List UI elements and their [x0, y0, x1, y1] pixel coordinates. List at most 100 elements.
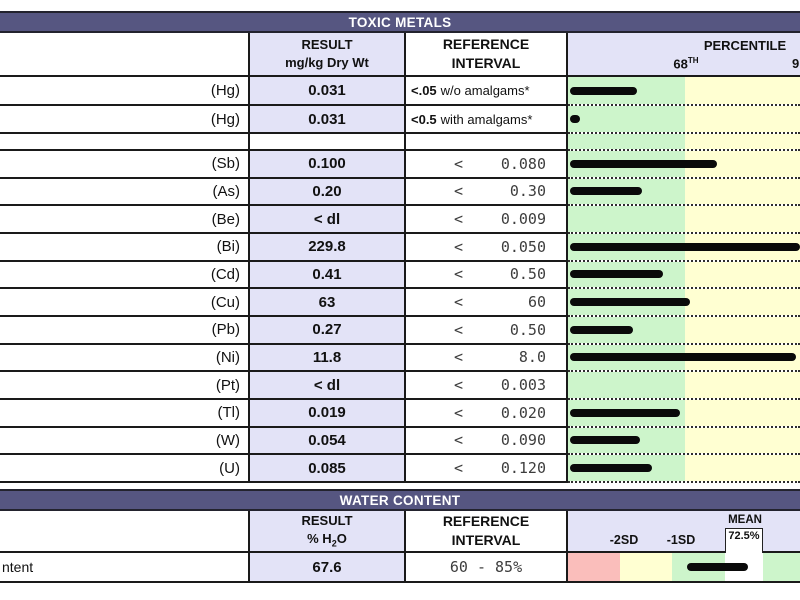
result-header-label: RESULT mg/kg Dry Wt [250, 36, 404, 71]
band-green-0-68 [568, 106, 685, 132]
element-cell: (Sb) [0, 151, 250, 179]
water-unit-sub: 2 [331, 538, 337, 549]
reference-cell: <0.009 [406, 206, 568, 234]
element-symbol: (Cd) [210, 265, 240, 283]
metal-row: (Pb) 0.27 <0.50 [0, 316, 800, 345]
water-element-header-cell [0, 511, 250, 553]
element-symbol: (U) [219, 459, 240, 477]
percentile-bar [570, 115, 580, 123]
reference-value: 0.020 [500, 403, 546, 422]
reference-sign: < [454, 182, 464, 201]
water-reference-header-cell: REFERENCE INTERVAL [406, 511, 568, 553]
result-cell [250, 134, 406, 151]
band-green-right [763, 553, 800, 581]
reference-value: 0.090 [500, 431, 546, 450]
percentile-bar [570, 325, 633, 334]
result-cell: 63 [250, 289, 406, 317]
band-yellow-68-95 [685, 427, 800, 454]
element-header-cell [0, 33, 250, 77]
percentile-cell [568, 106, 800, 134]
reference-cell: <0.050 [406, 233, 568, 262]
reference-value: 0.30 [509, 182, 546, 201]
metal-row: (Sb) 0.100 <0.080 [0, 151, 800, 179]
tick-68th: 68TH [673, 56, 698, 71]
minus-2sd-label: -2SD [609, 533, 639, 547]
metal-row: (Pt) < dl <0.003 [0, 372, 800, 400]
result-value: 0.100 [308, 155, 346, 173]
water-result-header-cell: RESULT % H2O [250, 511, 406, 553]
band-yellow-68-95 [685, 106, 800, 132]
water-content-column-header: RESULT % H2O REFERENCE INTERVAL -2SD -1S… [0, 511, 800, 553]
element-cell: (Pb) [0, 316, 250, 345]
band-yellow-68-95 [685, 206, 800, 232]
band-green-0-68 [568, 134, 685, 149]
reference-header-line2: INTERVAL [451, 55, 521, 71]
result-cell: 0.054 [250, 427, 406, 456]
reference-cell: <0.003 [406, 372, 568, 400]
percentile-bar [570, 298, 690, 307]
water-result-value: 67.6 [312, 558, 342, 576]
element-symbol: (Sb) [211, 155, 240, 173]
result-header-line2: mg/kg Dry Wt [285, 55, 369, 70]
element-symbol: (Bi) [216, 238, 240, 256]
element-cell: (Hg) [0, 77, 250, 106]
reference-limit: <.05 [411, 83, 437, 98]
percentile-cell [568, 316, 800, 345]
element-cell [0, 134, 250, 151]
result-value: 0.019 [308, 404, 346, 422]
percentile-cell [568, 206, 800, 234]
percentile-cell [568, 399, 800, 428]
percentile-bar [570, 159, 717, 168]
reference-header-label: REFERENCE INTERVAL [406, 35, 566, 73]
result-cell: 0.031 [250, 106, 406, 134]
result-value: < dl [313, 376, 341, 394]
element-cell: (Ni) [0, 344, 250, 373]
reference-cell: <0.090 [406, 427, 568, 456]
element-symbol: (Tl) [217, 404, 241, 422]
reference-cell: <60 [406, 289, 568, 317]
reference-sign: < [454, 403, 464, 422]
element-symbol: (As) [212, 182, 241, 200]
metal-row: (Hg) 0.031 <.05 w/o amalgams* [0, 77, 800, 106]
water-reference-value: 60 - 85% [449, 558, 523, 576]
element-cell: (As) [0, 178, 250, 207]
result-value: 0.27 [312, 321, 342, 339]
reference-cell: <0.50 [406, 316, 568, 345]
metal-row: (Bi) 229.8 <0.050 [0, 233, 800, 262]
toxic-metals-section-bar: TOXIC METALS [0, 11, 800, 33]
minus-1sd-label: -1SD [666, 533, 696, 547]
metal-row: (W) 0.054 <0.090 [0, 427, 800, 456]
water-reference-header-label: REFERENCE INTERVAL [406, 512, 566, 550]
percentile-cell [568, 372, 800, 400]
element-symbol: (Hg) [210, 82, 240, 99]
mean-value-box: 72.5% [725, 528, 763, 553]
tick-68-number: 68 [673, 56, 688, 71]
percentile-bar [570, 270, 663, 279]
percentile-bar [570, 242, 800, 251]
band-green-0-68 [568, 206, 685, 232]
water-result-header-line2: % H2O [307, 530, 347, 550]
result-value: 0.085 [308, 459, 346, 477]
reference-limit: <0.5 [411, 111, 437, 127]
percentile-bar [570, 408, 680, 417]
result-value: < dl [313, 210, 341, 228]
percentile-cell [568, 455, 800, 483]
result-cell: 0.085 [250, 455, 406, 483]
mean-value: 72.5% [728, 530, 760, 542]
toxic-metals-column-header: RESULT mg/kg Dry Wt REFERENCE INTERVAL P… [0, 33, 800, 77]
percentile-cell [568, 233, 800, 262]
percentile-header-label: PERCENTILE [703, 38, 787, 53]
result-cell: 11.8 [250, 344, 406, 373]
tick-95th-clipped: 9 [792, 56, 800, 71]
result-header-cell: RESULT mg/kg Dry Wt [250, 33, 406, 77]
metal-row: (Cd) 0.41 <0.50 [0, 261, 800, 290]
band-yellow-68-95 [685, 178, 800, 205]
water-result-cell: 67.6 [250, 553, 406, 583]
spacer-row [0, 134, 800, 151]
result-cell: 0.031 [250, 77, 406, 106]
band-green-0-68 [568, 372, 685, 398]
reference-note: w/o amalgams* [440, 83, 530, 98]
water-result-header-line1: RESULT [301, 513, 353, 529]
result-value: 0.20 [312, 182, 342, 200]
reference-header-cell: REFERENCE INTERVAL [406, 33, 568, 77]
